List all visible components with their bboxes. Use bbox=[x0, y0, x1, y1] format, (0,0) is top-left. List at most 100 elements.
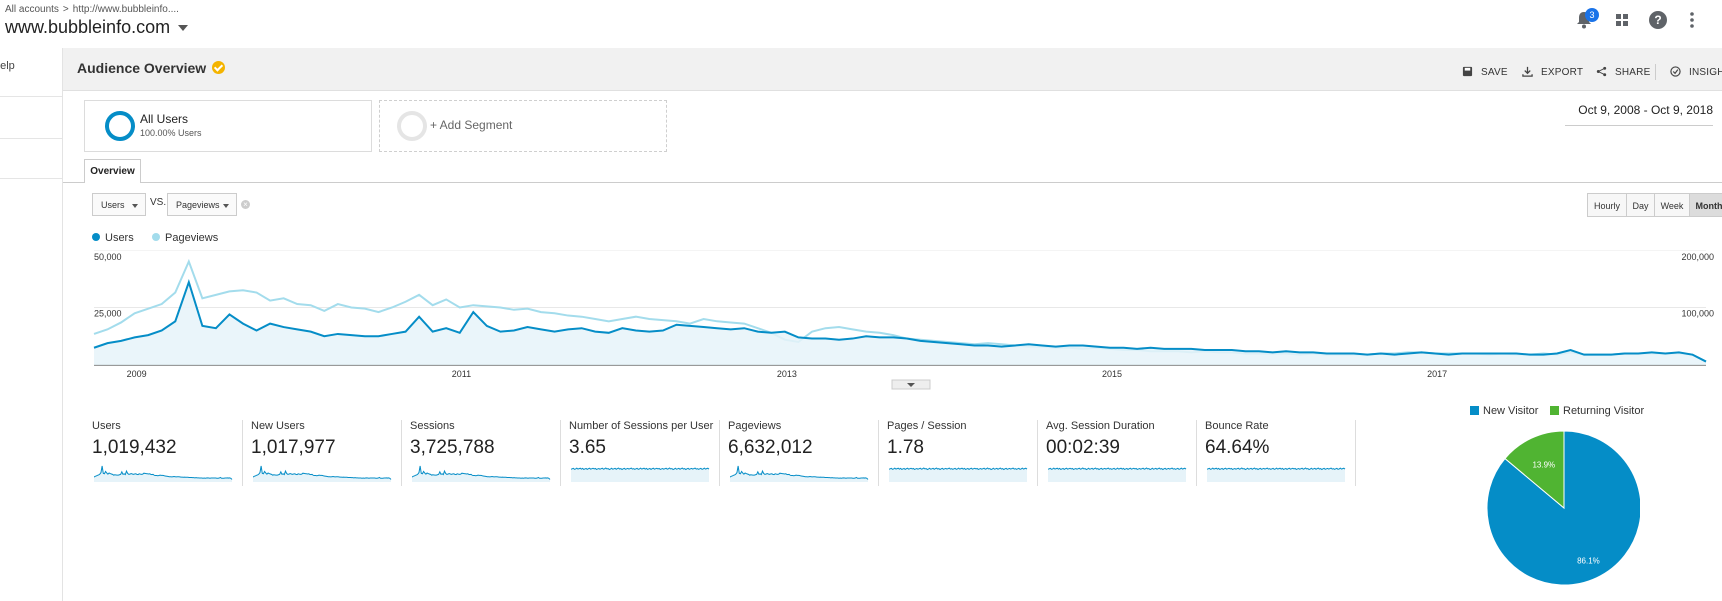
chevron-down-icon bbox=[132, 204, 138, 208]
legend-pageviews-label: Pageviews bbox=[165, 232, 219, 244]
metric-label: Users bbox=[92, 420, 121, 432]
tab-overview[interactable]: Overview bbox=[84, 159, 141, 183]
sparkline-area bbox=[730, 466, 868, 482]
segment-all-users[interactable]: All Users 100.00% Users bbox=[84, 100, 372, 152]
tab-divider bbox=[63, 182, 1722, 183]
left-nav-help[interactable]: help bbox=[0, 60, 15, 72]
period-month-button[interactable]: Month bbox=[1689, 193, 1722, 217]
legend-pageviews[interactable]: Pageviews bbox=[152, 232, 218, 244]
right-axis-tick: 200,000 bbox=[1681, 252, 1714, 262]
save-label: SAVE bbox=[1481, 67, 1508, 78]
page-title-text: Audience Overview bbox=[77, 60, 207, 76]
top-header bbox=[0, 0, 1722, 48]
metric-sparkline bbox=[412, 465, 551, 482]
legend-users[interactable]: Users bbox=[92, 232, 134, 244]
x-axis-tick: 2015 bbox=[1102, 369, 1122, 379]
metric-sparkline bbox=[1048, 467, 1187, 482]
x-axis-tick: 2017 bbox=[1427, 369, 1447, 379]
pie-legend-returning-visitor: Returning Visitor bbox=[1550, 405, 1644, 417]
metric-sparkline bbox=[889, 467, 1028, 482]
sparkline-area bbox=[412, 466, 550, 482]
series-users-line bbox=[93, 278, 1707, 363]
help-button[interactable]: ? bbox=[1648, 10, 1670, 32]
metric-card[interactable]: Pages / Session 1.78 bbox=[887, 420, 1038, 486]
apps-grid-icon bbox=[1616, 14, 1628, 26]
chevron-down-icon bbox=[223, 204, 229, 208]
breadcrumb-property[interactable]: http://www.bubbleinfo.... bbox=[72, 4, 179, 15]
metric-label: Sessions bbox=[410, 420, 455, 432]
x-axis-tick: 2013 bbox=[777, 369, 797, 379]
breadcrumb-separator: > bbox=[62, 4, 69, 15]
audience-line-chart: 50,000 25,000 200,000 100,000 2009 2011 2013 20… bbox=[93, 250, 1714, 390]
save-button[interactable]: SAVE bbox=[1462, 66, 1508, 78]
more-options-button[interactable] bbox=[1682, 10, 1704, 32]
sparkline-line bbox=[412, 465, 551, 480]
metric-value: 6,632,012 bbox=[728, 437, 813, 458]
metric-value: 00:02:39 bbox=[1046, 437, 1120, 458]
x-axis-tick: 2011 bbox=[452, 369, 471, 379]
legend-users-label: Users bbox=[105, 232, 134, 244]
metric-card[interactable]: Bounce Rate 64.64% bbox=[1205, 420, 1356, 486]
caret-down-icon bbox=[178, 25, 189, 32]
metric-sparkline bbox=[253, 465, 392, 482]
sparkline-area bbox=[889, 468, 1027, 482]
left-nav-divider bbox=[0, 96, 62, 97]
breadcrumb: All accounts > http://www.bubbleinfo.... bbox=[5, 4, 179, 15]
download-icon bbox=[1522, 66, 1533, 77]
metric-card[interactable]: New Users 1,017,977 bbox=[251, 420, 402, 486]
verified-icon bbox=[212, 61, 226, 74]
insights-button[interactable]: INSIGHTS bbox=[1670, 66, 1722, 78]
chevron-down-icon bbox=[907, 383, 915, 387]
legend-swatch bbox=[1470, 406, 1479, 415]
metric-card[interactable]: Sessions 3,725,788 bbox=[410, 420, 561, 486]
period-day-button[interactable]: Day bbox=[1626, 193, 1655, 217]
apps-button[interactable] bbox=[1612, 10, 1634, 32]
breadcrumb-all-accounts[interactable]: All accounts bbox=[5, 4, 59, 15]
segment-share: 100.00% Users bbox=[140, 128, 202, 138]
remove-compare-icon[interactable]: × bbox=[241, 200, 250, 209]
sparkline-area bbox=[1048, 468, 1186, 482]
metric-value: 1.78 bbox=[887, 437, 924, 458]
more-vert-icon bbox=[1690, 12, 1694, 28]
account-selector[interactable]: www.bubbleinfo.com bbox=[5, 17, 189, 38]
top-icon-bar: 3 ? bbox=[1574, 8, 1714, 34]
metric-card[interactable]: Number of Sessions per User 3.65 bbox=[569, 420, 720, 486]
series-users-area bbox=[94, 282, 1706, 365]
account-name: www.bubbleinfo.com bbox=[5, 17, 171, 37]
left-axis-tick: 25,000 bbox=[94, 309, 122, 319]
sparkline-line bbox=[94, 465, 233, 480]
primary-metric-dropdown[interactable]: Users bbox=[92, 193, 146, 216]
sparkline-line bbox=[1048, 467, 1187, 471]
insights-label: INSIGHTS bbox=[1689, 67, 1722, 78]
metric-card[interactable]: Avg. Session Duration 00:02:39 bbox=[1046, 420, 1197, 486]
sparkline-line bbox=[730, 465, 869, 480]
compare-metric-dropdown[interactable]: Pageviews bbox=[167, 193, 237, 216]
metric-card[interactable]: Pageviews 6,632,012 bbox=[728, 420, 879, 486]
pie-slice-returning-visitor[interactable] bbox=[1504, 430, 1565, 510]
period-hourly-button[interactable]: Hourly bbox=[1587, 193, 1627, 217]
metric-sparkline bbox=[1207, 467, 1346, 482]
metric-value: 64.64% bbox=[1205, 437, 1270, 458]
sparkline-line bbox=[1207, 467, 1346, 471]
pie-legend-returning-label: Returning Visitor bbox=[1563, 405, 1645, 417]
vs-label: VS. bbox=[150, 197, 167, 208]
metric-label: Pageviews bbox=[728, 420, 782, 432]
sparkline-area bbox=[1207, 468, 1345, 482]
segment-name: All Users bbox=[140, 112, 189, 126]
help-icon: ? bbox=[1649, 11, 1667, 29]
pie-legend-new-visitor: New Visitor bbox=[1470, 405, 1538, 417]
notifications-button[interactable]: 3 bbox=[1574, 8, 1599, 32]
primary-metric-label: Users bbox=[101, 200, 125, 210]
share-button[interactable]: SHARE bbox=[1596, 66, 1650, 78]
add-segment-button[interactable]: + Add Segment bbox=[379, 100, 667, 152]
add-segment-label: + Add Segment bbox=[430, 118, 513, 132]
export-button[interactable]: EXPORT bbox=[1522, 66, 1583, 78]
date-range-picker[interactable]: Oct 9, 2008 - Oct 9, 2018 bbox=[1565, 100, 1713, 126]
compare-metric-label: Pageviews bbox=[176, 200, 220, 210]
insights-icon bbox=[1670, 66, 1681, 77]
left-nav-divider bbox=[0, 178, 62, 179]
save-icon bbox=[1462, 66, 1473, 77]
period-week-button[interactable]: Week bbox=[1654, 193, 1690, 217]
metric-card[interactable]: Users 1,019,432 bbox=[92, 420, 243, 486]
metric-value: 1,017,977 bbox=[251, 437, 336, 458]
